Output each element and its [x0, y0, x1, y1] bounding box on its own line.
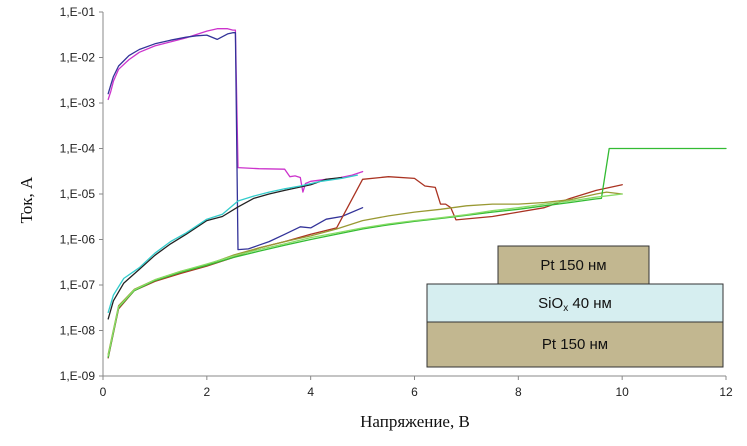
series-line-7	[107, 147, 727, 358]
bottom-electrode-label: Pt 150 нм	[542, 336, 608, 353]
series-lines	[107, 28, 727, 359]
series-line-4	[107, 174, 359, 314]
series-line-1	[107, 28, 364, 193]
x-axis-title: Напряжение, В	[360, 412, 470, 431]
series-line-5	[107, 176, 623, 359]
y-tick-label: 1,E-09	[60, 369, 96, 383]
y-tick-label: 1,E-04	[60, 142, 96, 156]
series-line-3	[107, 176, 343, 320]
y-tick-label: 1,E-08	[60, 324, 96, 338]
x-tick-label: 6	[411, 385, 418, 399]
oxide-thickness: 40 нм	[568, 295, 612, 312]
y-tick-label: 1,E-06	[60, 233, 96, 247]
y-axis-title: Ток, А	[17, 176, 36, 223]
series-line-2	[107, 32, 364, 251]
top-electrode-label: Pt 150 нм	[540, 257, 606, 274]
top-electrode-layer	[497, 245, 650, 285]
axes	[99, 11, 727, 380]
y-tick-label: 1,E-07	[60, 278, 96, 292]
layer-stack-diagram: Pt 150 нм SiOx 40 нм Pt 150 нм	[426, 245, 724, 368]
y-tick-label: 1,E-05	[60, 187, 96, 201]
oxide-subscript: x	[563, 303, 568, 314]
tick-labels: 0 2 4 6 8 10 12 1,E-09 1,E-08 1,E-07 1,E-06 1,E-05 1…	[60, 5, 733, 399]
oxide-layer-label: SiOx 40 нм	[538, 295, 612, 314]
y-tick-label: 1,E-03	[60, 96, 96, 110]
y-tick-label: 1,E-01	[60, 5, 96, 19]
y-tick-label: 1,E-02	[60, 51, 96, 65]
x-tick-label: 2	[203, 385, 210, 399]
x-tick-label: 8	[515, 385, 522, 399]
x-tick-label: 0	[100, 385, 107, 399]
series-line-8	[107, 193, 623, 357]
bottom-electrode-layer	[426, 321, 724, 368]
oxide-formula: SiO	[538, 295, 563, 312]
oxide-layer	[426, 283, 724, 323]
x-tick-label: 10	[615, 385, 629, 399]
x-tick-label: 12	[719, 385, 733, 399]
x-tick-label: 4	[307, 385, 314, 399]
